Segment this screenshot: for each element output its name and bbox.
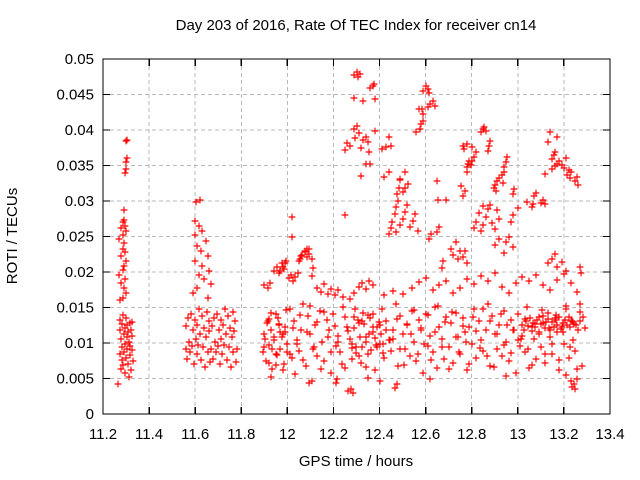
- y-tick-label: 0.005: [56, 371, 94, 388]
- data-point-markers: [114, 68, 589, 397]
- x-tick-label: 11.6: [181, 426, 209, 443]
- label-layer: 11.2 11.4 11.6 11.8 12 12.2 12.4 12.6 12.8 13 13.2…: [56, 51, 624, 443]
- chart-title: Day 203 of 2016, Rate Of TEC Index for r…: [176, 17, 537, 34]
- x-tick-label: 11.2: [89, 426, 117, 443]
- x-tick-label: 12.2: [319, 426, 348, 443]
- x-tick-label: 12.6: [411, 426, 440, 443]
- x-axis-label: GPS time / hours: [299, 453, 413, 470]
- y-tick-label: 0.035: [56, 158, 94, 175]
- x-tick-label: 13: [509, 426, 526, 443]
- y-tick-label: 0.015: [56, 300, 94, 317]
- y-tick-label: 0.025: [56, 229, 94, 246]
- points-layer: [114, 68, 589, 397]
- y-tick-label: 0.05: [65, 51, 94, 68]
- y-axis-label: ROTI / TECUs: [4, 188, 21, 284]
- y-tick-label: 0.045: [56, 87, 94, 104]
- x-tick-label: 11.4: [135, 426, 163, 443]
- plot-border: [102, 58, 611, 415]
- x-tick-label: 12.4: [365, 426, 394, 443]
- y-tick-label: 0.04: [65, 122, 94, 139]
- x-tick-label: 13.4: [595, 426, 624, 443]
- x-tick-label: 12: [279, 426, 296, 443]
- x-tick-label: 13.2: [549, 426, 578, 443]
- y-tick-label: 0.01: [65, 335, 94, 352]
- x-tick-label: 12.8: [457, 426, 486, 443]
- y-tick-label: 0.03: [65, 193, 94, 210]
- x-tick-label: 11.8: [227, 426, 255, 443]
- y-tick-label: 0.02: [65, 264, 94, 281]
- grid-layer: [102, 58, 611, 415]
- y-tick-label: 0: [86, 406, 94, 423]
